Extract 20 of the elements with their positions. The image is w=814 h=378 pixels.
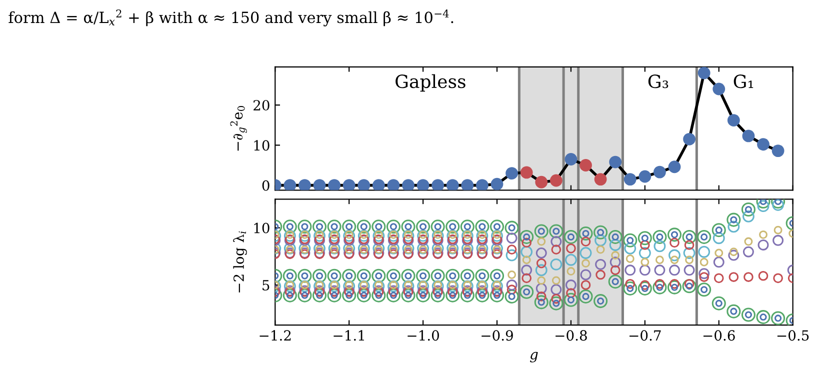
annotation: G₁ [734,74,754,88]
annotation: G₃ [648,74,668,88]
text: form Δ = α/L$_{x}$$^{2}$ + β with α ≈ 150 and very small β ≈ 10$^{−4}$. [8,9,454,26]
x-tick-label: −0.5 [777,330,809,341]
x-tick-label: −0.9 [482,330,513,341]
x-tick-label: −1.2 [260,330,291,341]
y-tick-label: 10 [254,140,270,151]
x-tick-label: −1.0 [408,330,439,341]
y-tick-label: 10 [254,222,270,234]
x-tick-label: −1.1 [334,330,364,341]
y-axis-title: −2 log λ$_{i}$ [233,231,247,292]
y-axis-title: −∂$_{g}$$^{2}$e$_{0}$ [230,106,247,151]
y-tick-label: 5 [262,280,270,291]
x-axis-title: g [530,352,538,362]
annotation: Gapless [396,74,466,92]
x-tick-label: −0.6 [703,330,735,341]
x-tick-label: −0.8 [556,330,587,341]
y-tick-label: 0 [262,180,270,191]
x-tick-label: −0.7 [630,330,661,341]
y-tick-label: 20 [254,100,270,111]
